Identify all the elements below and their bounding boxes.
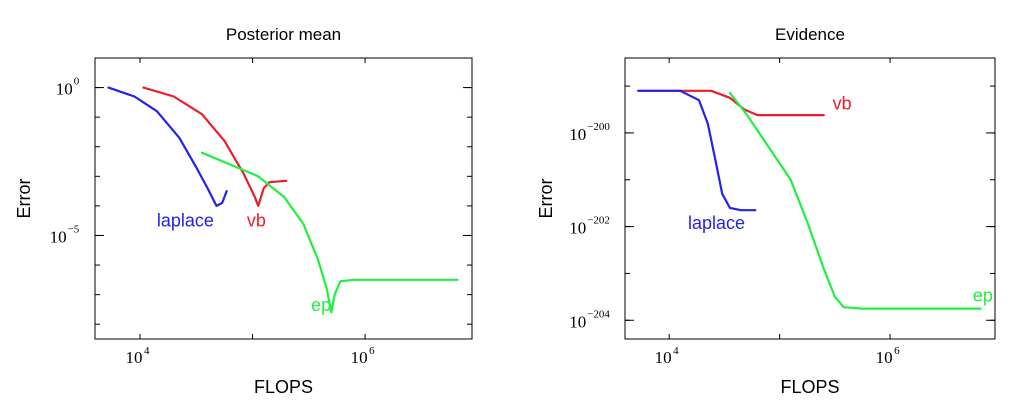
series-line-laplace — [637, 89, 757, 212]
y-tick-exponent: −204 — [587, 308, 610, 320]
x-tick-exponent: 6 — [369, 345, 375, 357]
x-tick-label: 10 — [876, 348, 893, 367]
series-line-ep — [200, 151, 459, 314]
y-tick-exponent: 0 — [74, 76, 80, 88]
y-tick-label: 10 — [56, 80, 73, 99]
y-tick-label: 10 — [50, 227, 67, 246]
x-tick-label: 10 — [655, 348, 672, 367]
series-label-ep: ep — [311, 295, 331, 315]
series-label-vb: vb — [833, 94, 852, 114]
series-line-ep — [728, 92, 982, 310]
y-tick-exponent: −202 — [587, 215, 610, 227]
x-tick-label: 10 — [351, 348, 368, 367]
series-line-vb — [142, 86, 288, 207]
x-axis-label: FLOPS — [254, 377, 313, 397]
y-axis-label: Error — [14, 178, 34, 218]
plot-frame — [624, 57, 996, 340]
y-tick-exponent: −5 — [68, 223, 80, 235]
series-label-laplace: laplace — [688, 213, 745, 233]
series-line-laplace — [107, 86, 228, 207]
plot-frame — [94, 57, 473, 340]
x-tick-exponent: 6 — [894, 345, 900, 357]
y-axis-label: Error — [536, 178, 556, 218]
y-tick-label: 10 — [569, 125, 586, 144]
series-label-laplace: laplace — [157, 211, 214, 231]
x-axis-label: FLOPS — [780, 377, 839, 397]
series-label-ep: ep — [973, 286, 993, 306]
x-tick-exponent: 4 — [673, 345, 679, 357]
y-tick-label: 10 — [569, 219, 586, 238]
y-tick-exponent: −200 — [587, 121, 610, 133]
chart-title: Posterior mean — [226, 25, 341, 44]
chart-title: Evidence — [775, 25, 845, 44]
y-tick-label: 10 — [569, 312, 586, 331]
series-label-vb: vb — [247, 211, 266, 231]
x-tick-exponent: 4 — [144, 345, 150, 357]
x-tick-label: 10 — [126, 348, 143, 367]
